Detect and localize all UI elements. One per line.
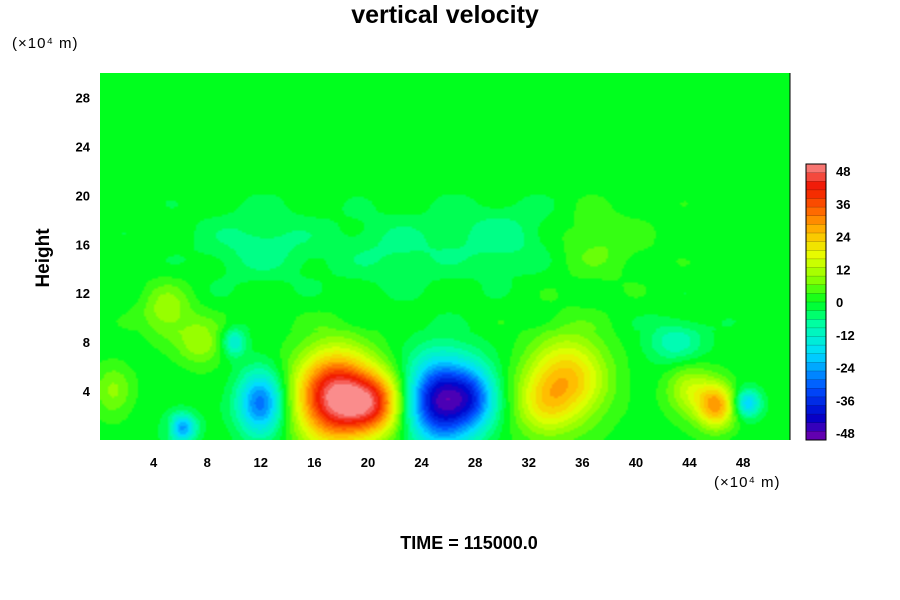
x-tick-label: 16 bbox=[307, 455, 321, 470]
colorbar-tick-label: -24 bbox=[836, 361, 856, 376]
colorbar-band bbox=[806, 233, 826, 242]
x-tick-label: 44 bbox=[682, 455, 697, 470]
x-tick-label: 4 bbox=[150, 455, 158, 470]
colorbar-band bbox=[806, 241, 826, 251]
colorbar-band bbox=[806, 189, 826, 199]
colorbar-tick-label: 12 bbox=[836, 262, 850, 277]
colorbar-band bbox=[806, 207, 826, 217]
colorbar-band bbox=[806, 345, 826, 355]
colorbar-ticks: 48 36 24 12 0 -12 -24 -36 -48 bbox=[836, 164, 856, 441]
y-tick-label: 28 bbox=[76, 90, 90, 105]
colorbar-band bbox=[806, 353, 826, 363]
y-axis-label: Height bbox=[33, 228, 54, 288]
y-tick-label: 8 bbox=[83, 335, 90, 350]
colorbar-band bbox=[806, 431, 826, 441]
x-tick-label: 48 bbox=[736, 455, 750, 470]
x-tick-label: 24 bbox=[414, 455, 429, 470]
colorbar-band bbox=[806, 336, 826, 346]
heatmap-field bbox=[100, 73, 790, 440]
plot-area bbox=[100, 73, 791, 440]
y-unit-label: (×10⁴ m) bbox=[12, 35, 79, 52]
colorbar-band bbox=[806, 250, 826, 260]
colorbar-tick-label: -36 bbox=[836, 393, 855, 408]
y-tick-label: 12 bbox=[76, 286, 90, 301]
x-tick-label: 40 bbox=[629, 455, 643, 470]
colorbar-band bbox=[806, 388, 826, 398]
time-label: TIME = 115000.0 bbox=[400, 533, 538, 553]
colorbar-tick-label: -48 bbox=[836, 426, 855, 441]
colorbar-tick-label: 36 bbox=[836, 197, 850, 212]
colorbar-band bbox=[806, 379, 826, 389]
colorbar-band bbox=[806, 371, 826, 380]
colorbar-band bbox=[806, 362, 826, 372]
colorbar-tick-label: 0 bbox=[836, 295, 843, 310]
colorbar-band bbox=[806, 319, 826, 329]
colorbar-frame bbox=[805, 163, 827, 441]
colorbar-bands bbox=[806, 163, 826, 441]
colorbar-tick-label: 24 bbox=[836, 230, 851, 245]
colorbar-band bbox=[806, 414, 826, 424]
y-tick-label: 4 bbox=[83, 384, 91, 399]
x-ticks: 4 8 12 16 20 24 28 32 36 40 44 48 bbox=[150, 455, 750, 470]
colorbar-band bbox=[806, 258, 826, 268]
x-unit-label: (×10⁴ m) bbox=[714, 474, 781, 491]
x-tick-label: 8 bbox=[204, 455, 211, 470]
colorbar-band bbox=[806, 327, 826, 337]
x-tick-label: 20 bbox=[361, 455, 375, 470]
colorbar-band bbox=[806, 422, 826, 432]
x-tick-label: 28 bbox=[468, 455, 482, 470]
colorbar-band bbox=[806, 215, 826, 225]
colorbar-band bbox=[806, 284, 826, 294]
colorbar-band bbox=[806, 164, 826, 173]
colorbar-band bbox=[806, 181, 826, 191]
colorbar-band bbox=[806, 293, 826, 303]
colorbar-band bbox=[806, 267, 826, 277]
colorbar-band bbox=[806, 302, 826, 311]
colorbar-band bbox=[806, 172, 826, 182]
y-ticks: 4 8 12 16 20 24 28 bbox=[76, 90, 91, 399]
colorbar-band bbox=[806, 396, 826, 406]
y-tick-label: 20 bbox=[76, 188, 90, 203]
chart-title: vertical velocity bbox=[351, 1, 539, 29]
y-tick-label: 24 bbox=[76, 139, 91, 154]
x-tick-label: 32 bbox=[522, 455, 536, 470]
colorbar-band bbox=[806, 310, 826, 320]
colorbar: 48 36 24 12 0 -12 -24 -36 -48 bbox=[805, 163, 856, 441]
y-tick-label: 16 bbox=[76, 237, 90, 252]
colorbar-band bbox=[806, 198, 826, 208]
x-tick-label: 12 bbox=[254, 455, 268, 470]
colorbar-tick-label: -12 bbox=[836, 328, 855, 343]
colorbar-band bbox=[806, 276, 826, 286]
colorbar-band bbox=[806, 224, 826, 234]
colorbar-band bbox=[806, 405, 826, 415]
colorbar-tick-label: 48 bbox=[836, 164, 850, 179]
x-tick-label: 36 bbox=[575, 455, 589, 470]
